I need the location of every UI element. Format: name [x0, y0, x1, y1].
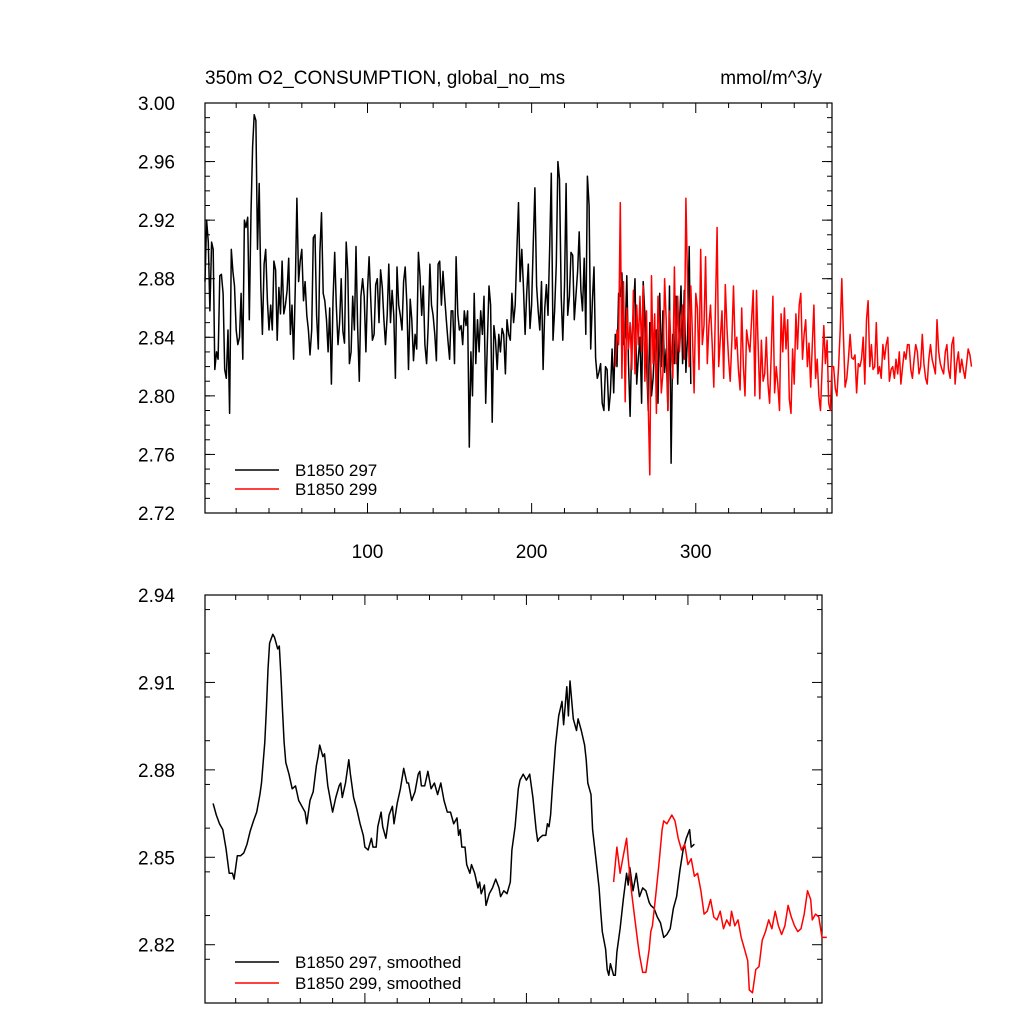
- y-tick-label: 2.84: [138, 328, 175, 349]
- x-tick-label: 100: [352, 542, 384, 563]
- legend-label-0: B1850 297: [295, 461, 377, 480]
- y-tick-label: 3.00: [138, 94, 175, 115]
- x-tick-label: 200: [516, 542, 548, 563]
- series-line-0: [204, 113, 692, 464]
- top-chart-panel: 350m O2_CONSUMPTION, global_no_ms mmol/m…: [138, 68, 973, 563]
- y-tick-label: 2.82: [138, 936, 175, 957]
- bottom-axis-ticks: 2.82 2.85 2.88 2.91 2.94: [138, 586, 822, 1004]
- y-tick-label: 2.88: [138, 761, 175, 782]
- series-line-1: [614, 197, 973, 476]
- series-line-0: [212, 633, 695, 977]
- legend-label-1: B1850 299, smoothed: [295, 974, 461, 993]
- bottom-plot-frame: [204, 594, 823, 1004]
- legend-label-1: B1850 299: [295, 480, 377, 499]
- top-chart-title: 350m O2_CONSUMPTION, global_no_ms: [205, 68, 565, 89]
- bottom-legend: B1850 297, smoothed B1850 299, smoothed: [235, 953, 461, 993]
- y-tick-label: 2.96: [138, 153, 175, 174]
- y-tick-label: 2.80: [138, 387, 175, 408]
- x-tick-label: 300: [680, 542, 712, 563]
- top-chart-units: mmol/m^3/y: [720, 68, 822, 89]
- top-axis-ticks: 2.72 2.76 2.80 2.84 2.88 2.92 2.96 3.00 100 200 30…: [138, 94, 832, 563]
- top-series-lines: [204, 113, 973, 476]
- y-tick-label: 2.72: [138, 504, 175, 525]
- y-tick-label: 2.85: [138, 848, 175, 869]
- bottom-series-lines: [212, 633, 827, 994]
- y-tick-label: 2.92: [138, 211, 175, 232]
- y-tick-label: 2.88: [138, 270, 175, 291]
- y-tick-label: 2.76: [138, 445, 175, 466]
- series-line-1: [612, 814, 827, 994]
- bottom-chart-panel: 2.82 2.85 2.88 2.91 2.94 B1850 297, smoothed…: [138, 586, 827, 1004]
- top-plot-frame: [204, 102, 833, 514]
- y-tick-label: 2.94: [138, 586, 175, 607]
- legend-label-0: B1850 297, smoothed: [295, 953, 461, 972]
- y-tick-label: 2.91: [138, 673, 175, 694]
